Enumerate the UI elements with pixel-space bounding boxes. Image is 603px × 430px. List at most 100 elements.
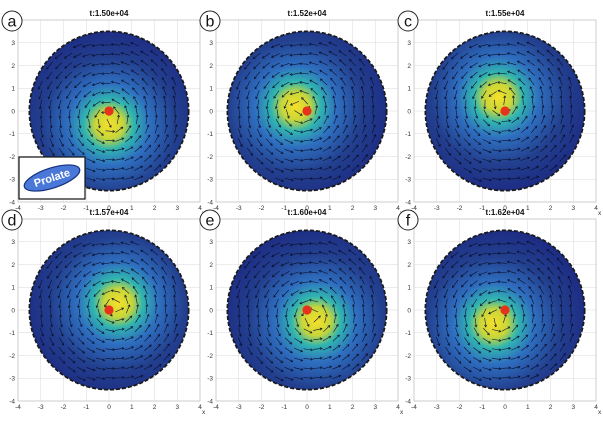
velocity-arrow — [173, 285, 176, 295]
arrow-head — [138, 324, 142, 328]
velocity-arrow — [537, 59, 545, 67]
velocity-arrow — [473, 138, 481, 145]
arrow-head — [318, 269, 322, 273]
arrow-head — [343, 313, 347, 317]
arrow-head — [271, 254, 275, 258]
velocity-arrow — [86, 109, 91, 119]
arrow-head — [139, 155, 143, 159]
velocity-arrow — [92, 44, 102, 47]
y-tick-label: 0 — [209, 108, 213, 115]
velocity-arrow — [82, 53, 92, 57]
arrow-head — [520, 304, 524, 307]
velocity-arrow — [541, 313, 544, 324]
velocity-arrow — [530, 156, 539, 162]
arrow-head — [299, 113, 303, 116]
velocity-arrow — [256, 157, 264, 165]
arrow-head — [57, 106, 61, 110]
arrow-head — [462, 304, 466, 308]
arrow-head — [318, 60, 322, 64]
arrow-head — [139, 145, 143, 149]
velocity-arrow — [538, 285, 544, 295]
velocity-arrow — [265, 157, 274, 164]
arrow-head — [352, 303, 355, 307]
y-tick-label: -1 — [207, 330, 213, 337]
velocity-arrow — [151, 267, 158, 275]
velocity-arrow — [143, 285, 148, 295]
velocity-arrow — [174, 114, 176, 125]
arrow-head — [339, 277, 343, 280]
velocity-arrow — [330, 78, 337, 86]
velocity-arrow — [96, 298, 100, 308]
velocity-arrow — [78, 317, 83, 327]
velocity-arrow — [76, 376, 86, 381]
velocity-arrow — [59, 327, 64, 337]
arrow-head — [530, 95, 534, 99]
velocity-arrow — [92, 91, 102, 96]
velocity-arrow — [124, 336, 134, 341]
arrow-head — [247, 324, 251, 328]
arrow-head — [536, 156, 539, 159]
panel-letter-badge — [397, 10, 419, 32]
arrow-head — [329, 365, 333, 369]
arrow-head — [46, 76, 50, 80]
arrow-head — [557, 67, 561, 71]
velocity-arrow — [511, 366, 521, 370]
velocity-arrow — [68, 317, 73, 327]
velocity-arrow — [332, 165, 341, 171]
arrow-head — [450, 255, 454, 258]
arrow-head — [562, 343, 566, 346]
y-tick-label: 3 — [209, 239, 213, 246]
velocity-arrow — [309, 252, 319, 255]
velocity-arrow — [309, 243, 319, 245]
arrow-head — [310, 128, 314, 132]
velocity-arrow — [104, 299, 110, 307]
arrow-head — [308, 289, 312, 293]
velocity-arrow — [522, 314, 525, 324]
arrow-head — [296, 324, 300, 328]
arrow-head — [263, 285, 267, 288]
arrow-head — [158, 164, 162, 168]
velocity-arrow — [507, 270, 517, 274]
arrow-head — [300, 121, 304, 125]
velocity-arrow — [319, 279, 328, 284]
velocity-arrow — [244, 270, 251, 279]
velocity-arrow — [512, 95, 515, 105]
arrow-head — [130, 41, 134, 45]
arrow-head — [61, 342, 65, 346]
velocity-arrow — [46, 61, 53, 70]
arrow-head — [280, 44, 283, 48]
velocity-arrow — [339, 59, 347, 67]
velocity-arrow — [58, 147, 65, 156]
arrow-head — [101, 242, 104, 246]
arrow-head — [91, 73, 95, 77]
velocity-arrow — [145, 304, 148, 314]
arrow-head — [39, 305, 43, 309]
particle-marker — [500, 106, 510, 116]
velocity-arrow — [39, 337, 45, 346]
velocity-arrow — [95, 367, 105, 370]
arrow-head — [144, 294, 147, 298]
arrow-head — [78, 315, 82, 318]
particle-marker — [104, 305, 114, 315]
arrow-head — [110, 80, 114, 84]
velocity-arrow — [134, 365, 143, 370]
velocity-arrow — [314, 105, 318, 115]
arrow-head — [506, 260, 510, 264]
arrow-head — [73, 254, 77, 258]
arrow-head — [92, 178, 96, 182]
arrow-head — [508, 119, 512, 123]
arrow-head — [470, 75, 473, 79]
arrow-head — [244, 275, 248, 279]
velocity-arrow — [145, 114, 148, 125]
arrow-head — [308, 261, 312, 265]
velocity-arrow — [435, 90, 439, 100]
arrow-head — [110, 261, 114, 265]
arrow-head — [293, 314, 297, 318]
arrow-head — [135, 114, 139, 118]
velocity-arrow — [520, 166, 530, 171]
velocity-arrow — [518, 287, 526, 294]
velocity-arrow — [247, 298, 250, 308]
arrow-head — [253, 76, 257, 80]
velocity-arrow — [271, 53, 280, 58]
arrow-head — [470, 294, 474, 297]
